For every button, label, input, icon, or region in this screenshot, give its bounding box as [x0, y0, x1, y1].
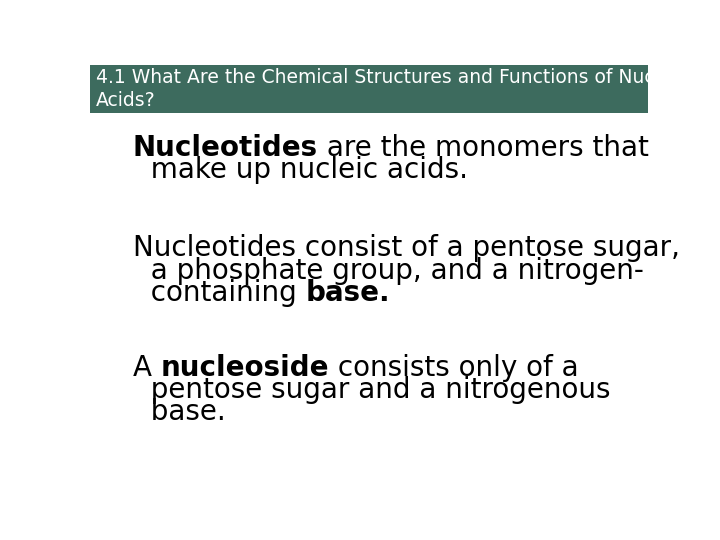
Text: base.: base.: [305, 279, 390, 307]
Text: nucleoside: nucleoside: [161, 354, 329, 382]
Text: A: A: [132, 354, 161, 382]
Text: Nucleotides consist of a pentose sugar,: Nucleotides consist of a pentose sugar,: [132, 234, 680, 262]
Text: containing: containing: [132, 279, 305, 307]
Text: base.: base.: [132, 398, 225, 426]
Text: Nucleotides: Nucleotides: [132, 134, 318, 162]
Text: a phosphate group, and a nitrogen-: a phosphate group, and a nitrogen-: [132, 256, 644, 285]
Text: make up nucleic acids.: make up nucleic acids.: [132, 157, 467, 185]
Text: pentose sugar and a nitrogenous: pentose sugar and a nitrogenous: [132, 376, 610, 404]
Text: consists only of a: consists only of a: [329, 354, 579, 382]
Bar: [90, 65, 648, 113]
Text: 4.1 What Are the Chemical Structures and Functions of Nucleic
Acids?: 4.1 What Are the Chemical Structures and…: [96, 68, 687, 110]
Text: are the monomers that: are the monomers that: [318, 134, 649, 162]
